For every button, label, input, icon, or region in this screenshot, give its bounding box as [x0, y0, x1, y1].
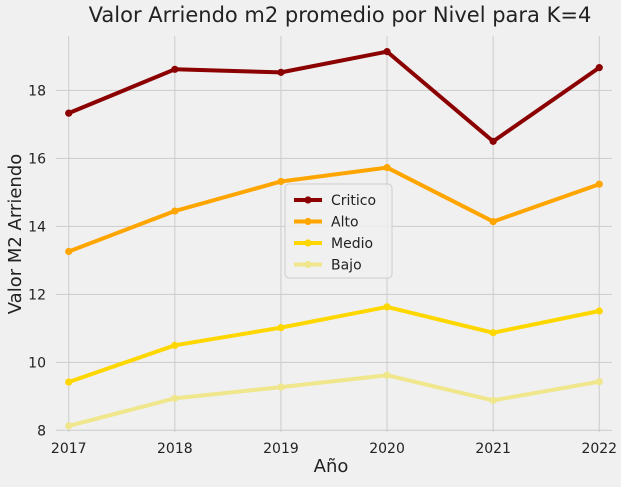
series-line-alto [66, 165, 602, 254]
series-layer [65, 48, 603, 430]
y-tick-label: 12 [28, 287, 46, 303]
series-line-bajo [66, 373, 602, 428]
data-point-medio [489, 329, 497, 337]
x-tick-label: 2021 [475, 441, 511, 457]
data-point-bajo [383, 371, 391, 379]
legend: Critico Alto Medio Bajo [284, 183, 393, 279]
data-point-critico [277, 68, 285, 76]
y-tick-label: 14 [28, 219, 46, 235]
legend-swatch-marker [304, 217, 312, 226]
x-tick-label: 2019 [263, 441, 299, 457]
tick-layer: 2017 2018 2019 2020 2021 2022 8 10 12 14 16 18 [28, 83, 617, 457]
data-point-alto [171, 207, 179, 215]
data-point-critico [383, 48, 391, 56]
x-tick-label: 2020 [369, 441, 405, 457]
legend-swatch-marker [304, 196, 312, 204]
y-tick-label: 8 [37, 423, 46, 439]
chart-title: Valor Arriendo m2 promedio por Nivel par… [89, 3, 592, 27]
x-tick-label: 2018 [157, 441, 193, 457]
data-point-alto [65, 247, 73, 256]
legend-label: Alto [331, 215, 359, 231]
y-tick-label: 16 [28, 151, 46, 167]
x-tick-label: 2022 [581, 441, 617, 457]
data-point-medio [277, 324, 285, 332]
data-point-medio [383, 303, 391, 311]
y-tick-label: 18 [28, 83, 46, 99]
data-point-bajo [65, 422, 73, 430]
data-point-medio [171, 341, 179, 349]
data-point-alto [595, 180, 603, 188]
data-point-bajo [277, 383, 285, 391]
data-point-bajo [171, 394, 179, 402]
data-point-medio [595, 307, 603, 315]
x-tick-label: 2017 [51, 441, 87, 457]
y-tick-label: 10 [28, 355, 46, 371]
legend-swatch-marker [304, 239, 312, 247]
data-point-bajo [595, 378, 603, 386]
data-point-medio [65, 378, 73, 386]
legend-box [284, 183, 393, 279]
legend-label: Bajo [331, 258, 362, 274]
data-point-critico [171, 65, 179, 73]
data-point-bajo [489, 396, 497, 404]
data-point-critico [595, 64, 603, 72]
y-axis-label: Valor M2 Arriendo [5, 154, 26, 315]
legend-label: Medio [331, 236, 373, 252]
data-point-critico [489, 137, 497, 145]
data-point-critico [65, 109, 73, 117]
data-point-alto [277, 177, 285, 186]
legend-swatch-marker [304, 260, 312, 269]
data-point-alto [383, 163, 391, 172]
data-point-alto [489, 217, 497, 226]
legend-label: Critico [331, 193, 376, 209]
series-line-critico [66, 49, 602, 144]
series-line-medio [66, 304, 602, 385]
x-axis-label: Año [314, 456, 349, 477]
